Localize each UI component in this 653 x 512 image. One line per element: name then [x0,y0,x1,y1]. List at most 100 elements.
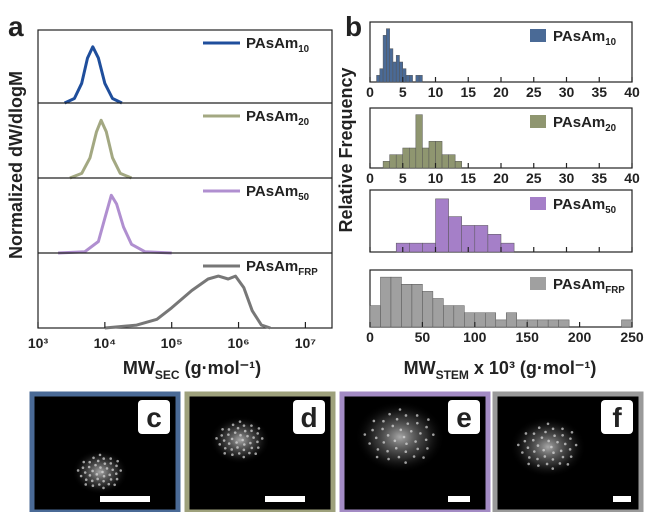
particle-speck [241,439,244,442]
histogram-bar [419,75,422,82]
particle-speck [387,434,390,437]
histogram-bar [506,313,516,327]
particle-speck [570,455,573,458]
particle-speck [569,448,572,451]
particle-speck [239,434,242,437]
particle-speck [552,428,555,431]
histogram-bar [464,313,474,327]
legend-name: PAsAm [246,108,298,125]
x-tick-label: 5 [399,170,407,186]
x-tick-label: 150 [516,329,540,345]
legend-swatch [530,29,546,42]
particle-speck [224,447,227,450]
particle-speck [234,431,237,434]
particle-speck [236,446,239,449]
x-tick-label: 15 [460,84,476,100]
particle-speck [419,432,422,435]
particle-speck [256,441,259,444]
particle-speck [422,456,425,459]
x-tick-label: 25 [526,84,542,100]
particle-speck [258,427,261,430]
particle-speck [102,457,105,460]
particle-speck [432,433,435,436]
particle-speck [416,448,419,451]
legend-subscript: FRP [605,285,625,296]
particle-speck [238,452,241,455]
particle-speck [375,437,378,440]
particle-speck [553,434,556,437]
distribution-line [58,195,172,253]
x-label-sub: STEM [436,368,469,382]
legend-subscript: 50 [298,192,309,203]
particle-speck [243,449,246,452]
particle-speck [98,483,101,486]
particle-speck [527,463,530,466]
particle-speck [571,431,574,434]
legend-subscript: 20 [605,123,616,134]
particle-speck [426,447,429,450]
particle-speck [569,437,572,440]
particle-speck [537,464,540,467]
histogram-bar [416,115,423,168]
histogram-bar [422,148,429,168]
particle-speck [96,473,99,476]
particle-speck [228,442,231,445]
particle-speck [251,447,254,450]
particle-speck [525,432,528,435]
x-axis-label: MWSTEM x 10³ (g·mol⁻¹) [404,358,597,382]
legend-subscript: 10 [298,44,309,55]
distribution-line [105,276,271,328]
particle-speck [517,444,520,447]
histogram-bar [396,55,399,82]
particle-speck [381,428,384,431]
particle-speck [427,418,430,421]
particle-speck [102,487,105,490]
particle-speck [257,446,260,449]
x-tick-label: 0 [366,84,374,100]
x-label-rest: x 10³ (g·mol⁻¹) [469,358,597,378]
particle-speck [533,432,536,435]
legend-name: PAsAm [246,183,298,200]
particle-speck [564,443,567,446]
histogram-bar [390,49,393,82]
histogram-bar [422,291,432,327]
particle-speck [562,456,565,459]
particle-speck [110,478,113,481]
particle-speck [395,447,398,450]
particle-speck [103,475,106,478]
histogram-bar [383,161,390,168]
particle-speck [84,471,87,474]
particle-speck [218,443,221,446]
particle-speck [533,450,536,453]
histogram-bar [527,320,537,327]
particle-speck [425,426,428,429]
particle-speck [382,420,385,423]
particle-speck [551,467,554,470]
particle-speck [559,462,562,465]
particle-speck [239,420,242,423]
x-tick-label: 20 [493,84,509,100]
particle-speck [99,466,102,469]
particle-speck [560,450,563,453]
legend-name: PAsAm [246,35,298,52]
particle-speck [97,460,100,463]
histogram-bar [449,155,456,168]
histogram-bar [433,299,443,328]
x-tick-label: 40 [624,170,640,186]
particle-speck [228,428,231,431]
particle-glow [210,416,270,464]
particle-speck [538,426,541,429]
histogram-bar [396,155,403,168]
x-tick-label: 10 [428,170,444,186]
particle-speck [547,422,550,425]
particle-speck [89,474,92,477]
histogram-bar [517,320,527,327]
legend-swatch [530,197,546,210]
x-tick-label: 5 [399,84,407,100]
image-label: c [146,402,162,433]
particle-speck [544,431,547,434]
particle-speck [527,446,530,449]
legend-name: PAsAm [553,114,605,131]
particle-speck [532,439,535,442]
histogram-bar [622,320,632,327]
